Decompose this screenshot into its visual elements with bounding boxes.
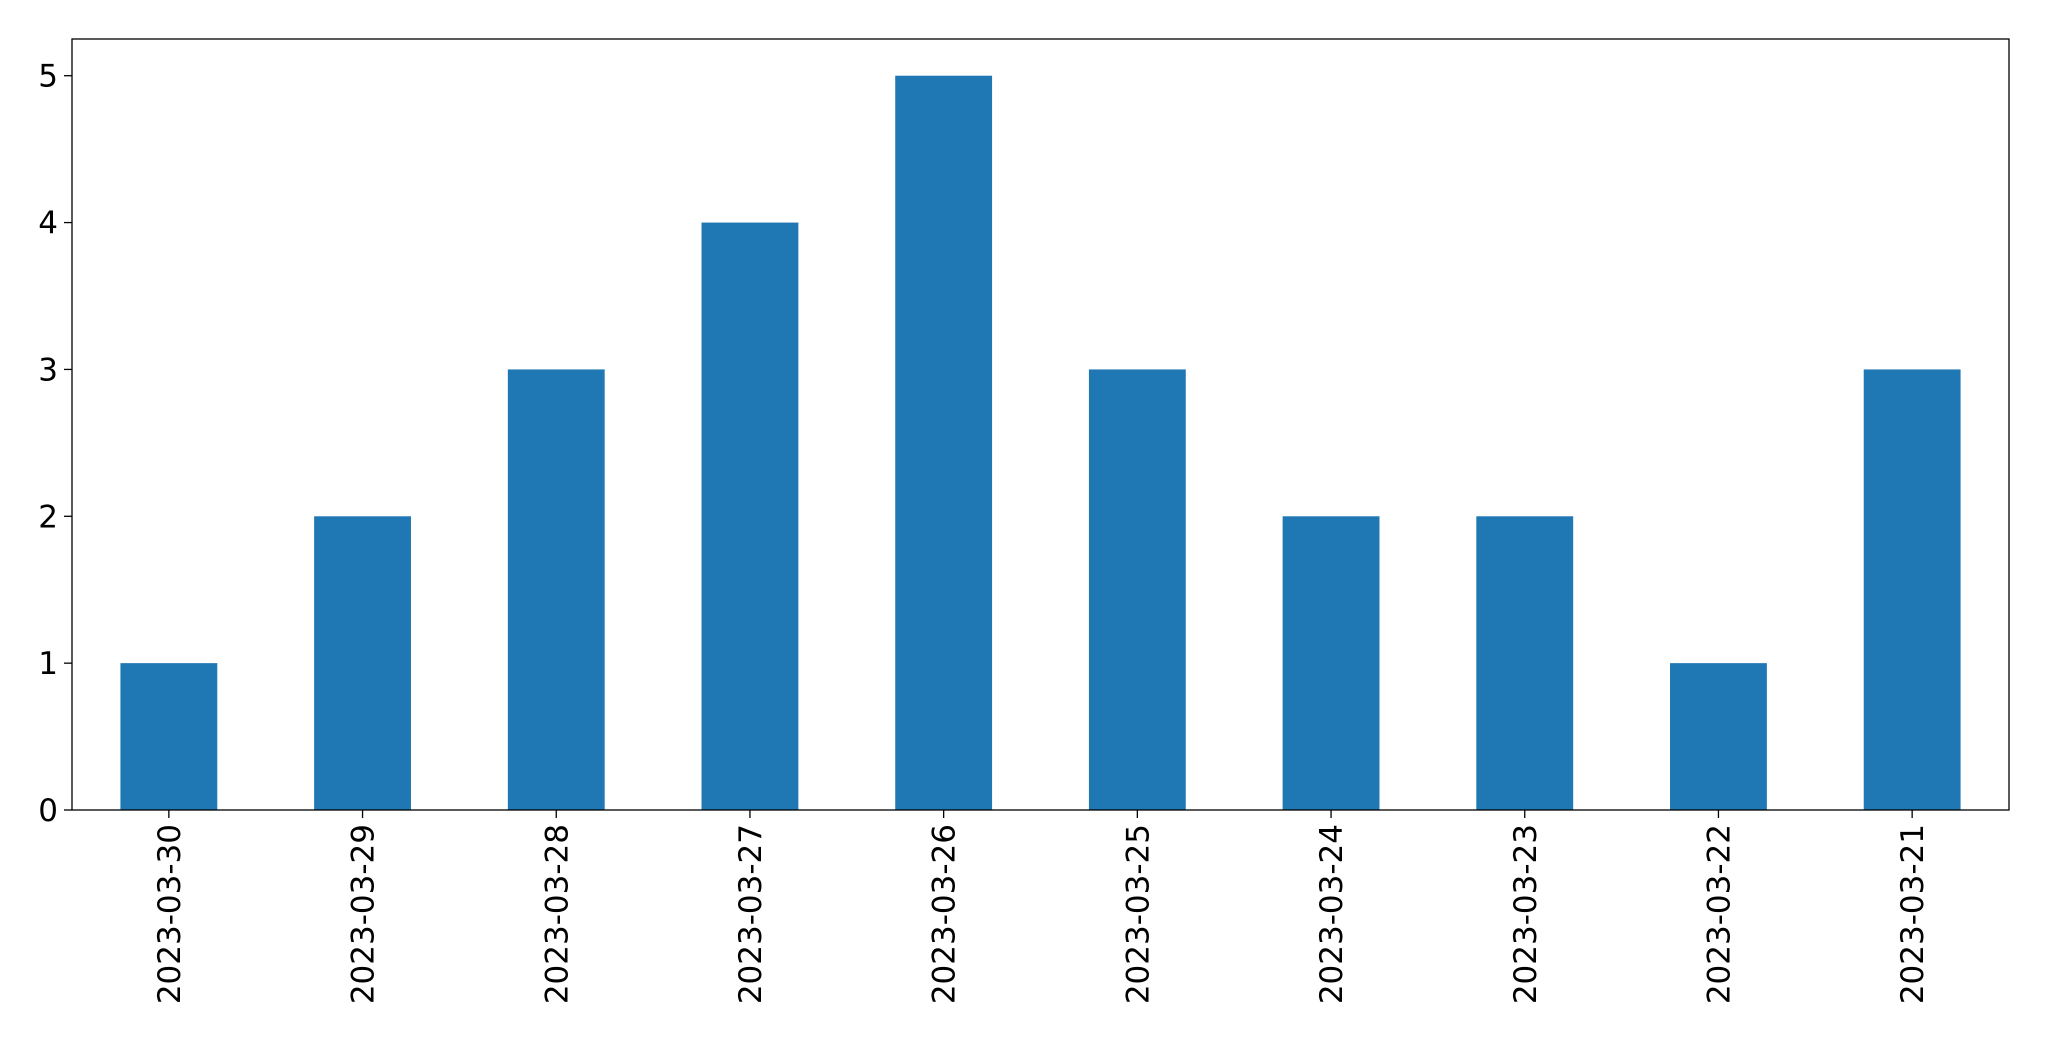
bar [1476, 516, 1574, 810]
x-tick-label: 2023-03-26 [927, 824, 963, 1004]
y-tick-label: 0 [38, 793, 58, 829]
x-tick-label: 2023-03-30 [152, 824, 188, 1004]
y-tick-label: 5 [38, 59, 58, 95]
x-tick-label: 2023-03-28 [539, 824, 575, 1004]
y-tick-label: 1 [38, 646, 58, 682]
bar [120, 663, 218, 810]
bar [1863, 369, 1961, 810]
x-tick-label: 2023-03-25 [1120, 824, 1156, 1004]
x-tick-label: 2023-03-24 [1314, 824, 1350, 1004]
x-tick-label: 2023-03-22 [1701, 824, 1737, 1004]
plot-frame [71, 38, 2010, 811]
y-tick-label: 4 [38, 206, 58, 242]
y-tick-label: 3 [38, 352, 58, 388]
x-tick-label: 2023-03-21 [1895, 824, 1931, 1004]
x-tick-label: 2023-03-29 [346, 824, 382, 1004]
y-tick-label: 2 [38, 499, 58, 535]
bar [1670, 663, 1767, 810]
bar [701, 222, 799, 811]
bar [1088, 369, 1186, 810]
x-tick-label: 2023-03-27 [733, 824, 769, 1004]
bar [507, 369, 605, 810]
bar [314, 516, 411, 810]
bar [1282, 516, 1380, 810]
x-tick-label: 2023-03-23 [1508, 824, 1544, 1004]
bar [895, 75, 993, 810]
